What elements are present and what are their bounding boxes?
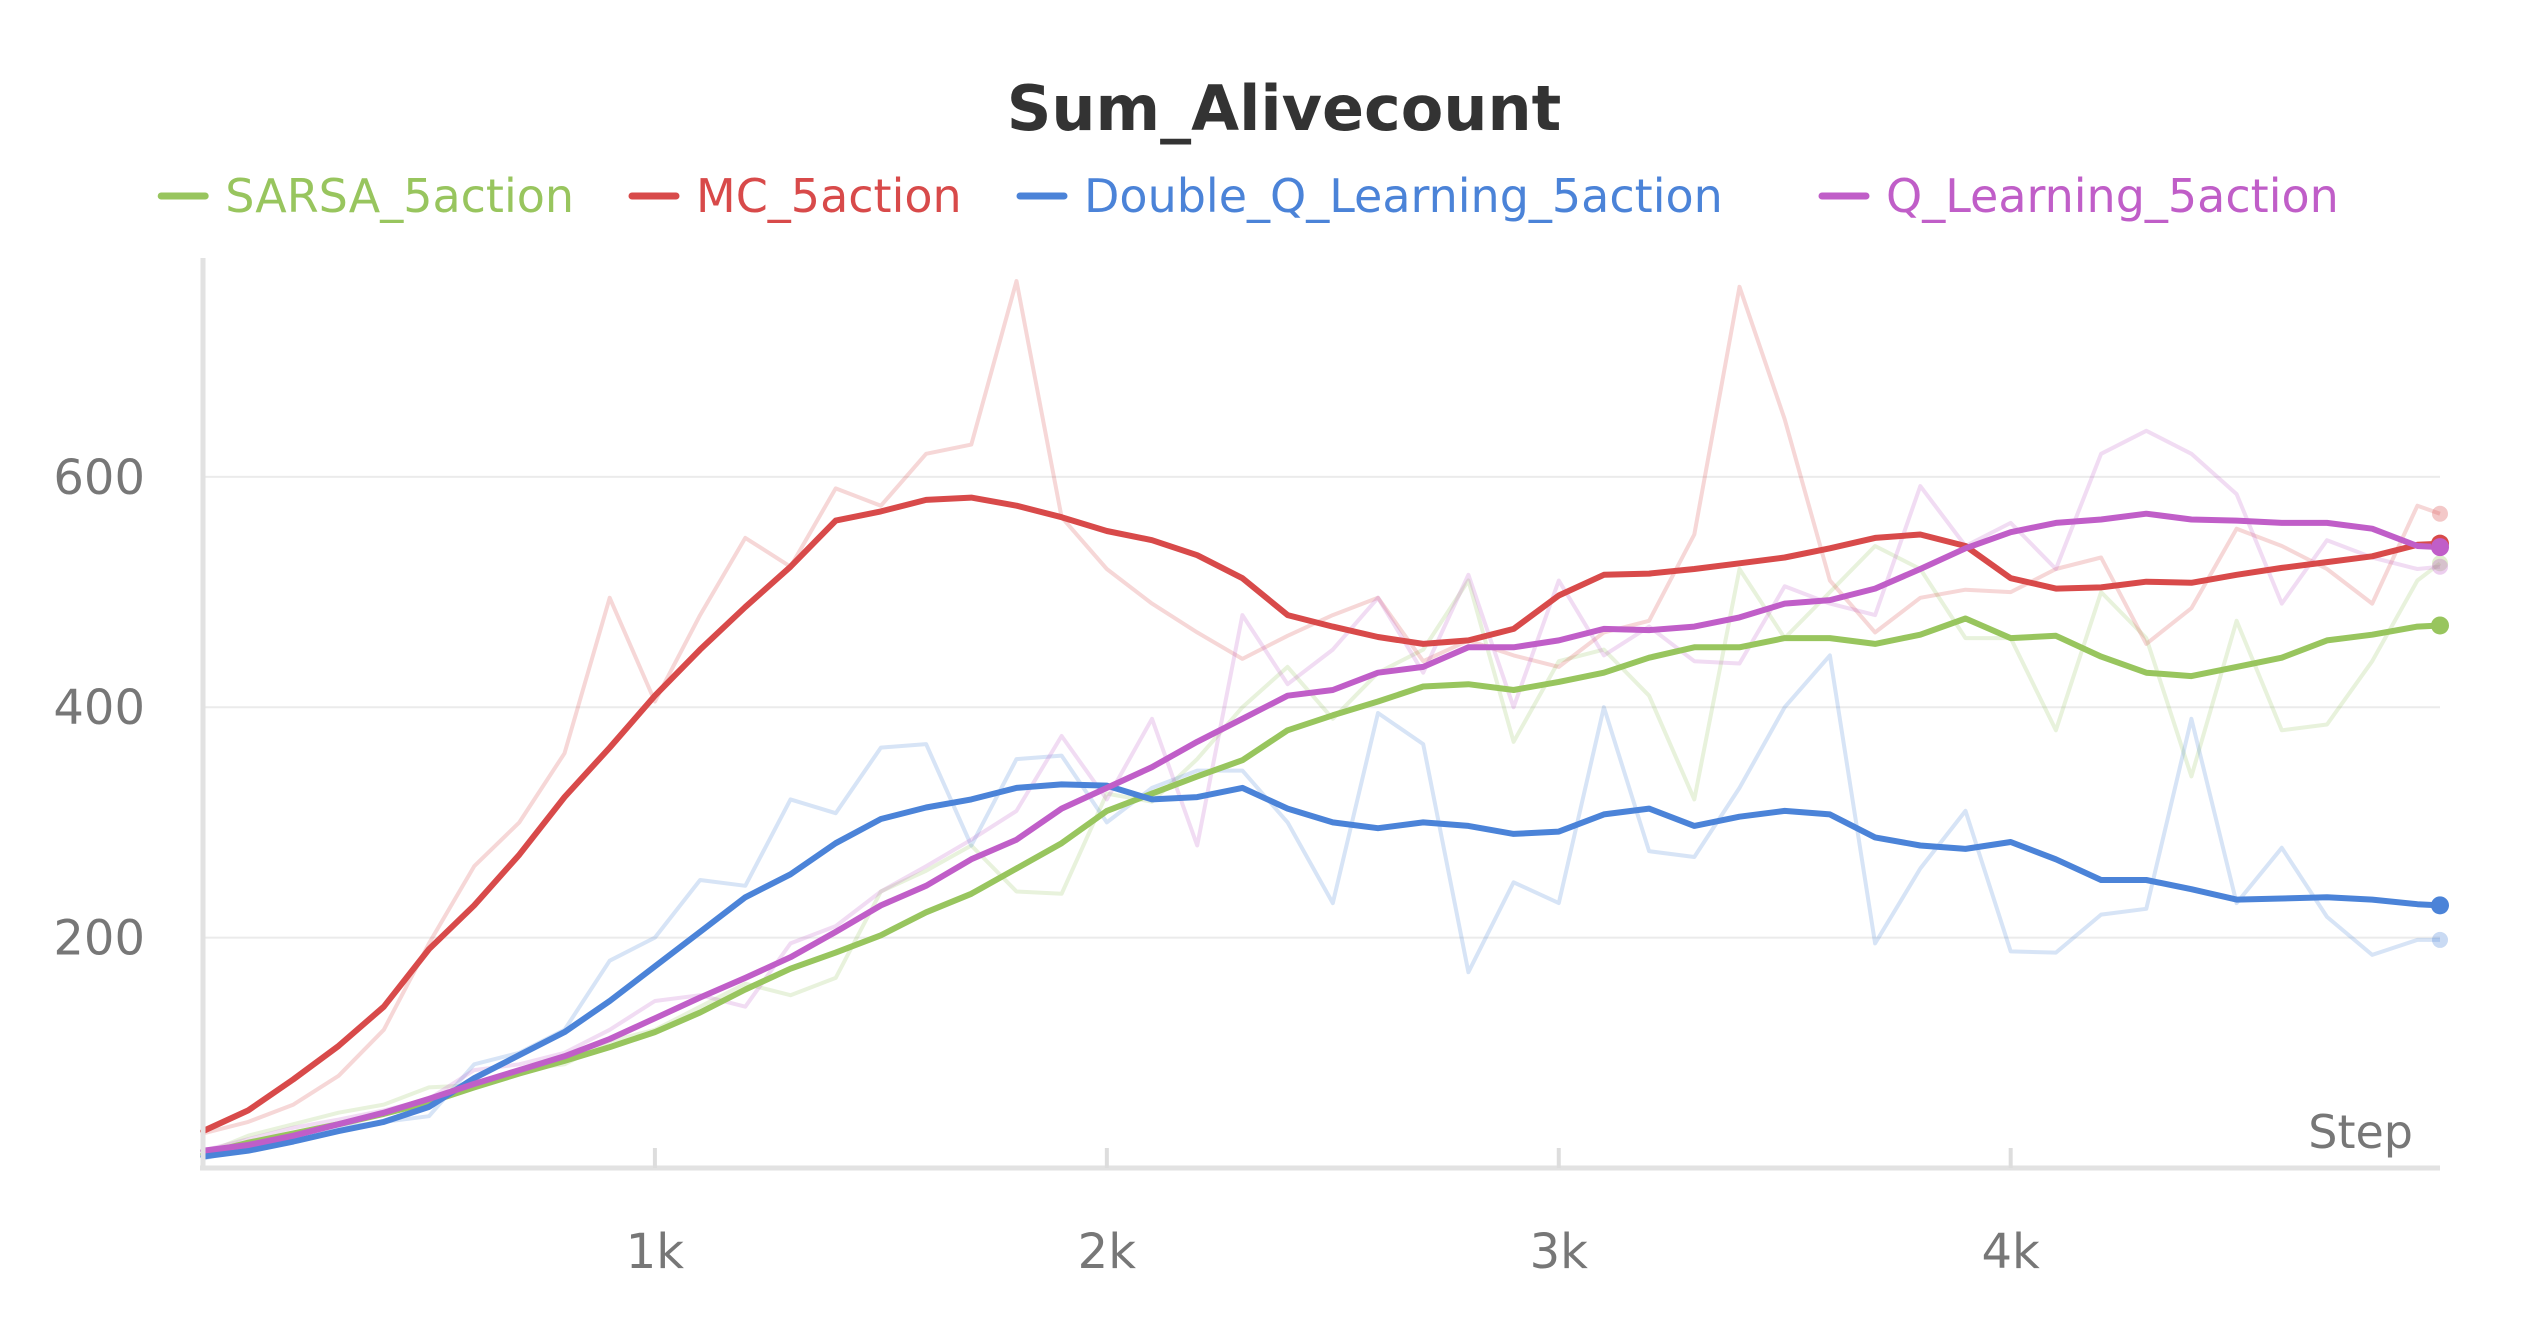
x-tick-label: 4k	[1982, 1224, 2041, 1280]
axes	[200, 258, 2440, 1171]
x-tick-label: 1k	[626, 1224, 685, 1280]
smoothed-end-point-sarsa-5action	[2431, 616, 2449, 635]
legend-label: SARSA_5action	[225, 169, 574, 223]
smoothed-series-lines	[200, 494, 2443, 1160]
legend-item-q-learning-5action[interactable]: Q_Learning_5action	[1818, 169, 2339, 223]
legend-label: Q_Learning_5action	[1886, 169, 2339, 223]
x-tick-label: 2k	[1078, 1224, 1137, 1280]
chart-title: Sum_Alivecount	[1007, 72, 1562, 145]
raw-line-mc-5action	[202, 279, 2441, 1136]
y-tick-label: 200	[53, 911, 145, 967]
x-tick-label: 3k	[1530, 1224, 1589, 1280]
legend-label: MC_5action	[696, 169, 962, 223]
raw-end-point-sarsa-5action	[2432, 555, 2448, 572]
legend-item-sarsa-5action[interactable]: SARSA_5action	[157, 169, 574, 223]
raw-line-q-learning-5action	[202, 428, 2441, 1153]
x-axis-label: Step	[2308, 1105, 2413, 1159]
smoothed-line-q-learning-5action	[200, 510, 2443, 1154]
smoothed-end-point-double-q-learning-5action	[2431, 896, 2449, 915]
y-tick-label: 600	[53, 450, 145, 506]
legend-item-double-q-learning-5action[interactable]: Double_Q_Learning_5action	[1016, 169, 1723, 223]
y-tick-label: 400	[53, 680, 145, 736]
raw-end-point-q-learning-5action	[2432, 558, 2448, 575]
grid-lines	[203, 475, 2440, 939]
legend-label: Double_Q_Learning_5action	[1084, 169, 1723, 223]
smoothed-end-point-q-learning-5action	[2431, 538, 2449, 557]
axis-ticks: 200 400 600 1k 2k 3k 4k	[53, 450, 2040, 1280]
series-end-points	[2431, 505, 2449, 948]
smoothed-line-mc-5action	[200, 494, 2443, 1135]
raw-end-point-double-q-learning-5action	[2432, 931, 2448, 948]
raw-end-point-mc-5action	[2432, 505, 2448, 522]
smoothed-line-double-q-learning-5action	[200, 781, 2443, 1160]
legend-item-mc-5action[interactable]: MC_5action	[628, 169, 962, 223]
smoothed-line-sarsa-5action	[200, 615, 2443, 1158]
raw-series-lines	[202, 279, 2442, 1161]
legend: SARSA_5action MC_5action Double_Q_Learning…	[157, 169, 2339, 223]
raw-line-double-q-learning-5action	[202, 653, 2440, 1161]
